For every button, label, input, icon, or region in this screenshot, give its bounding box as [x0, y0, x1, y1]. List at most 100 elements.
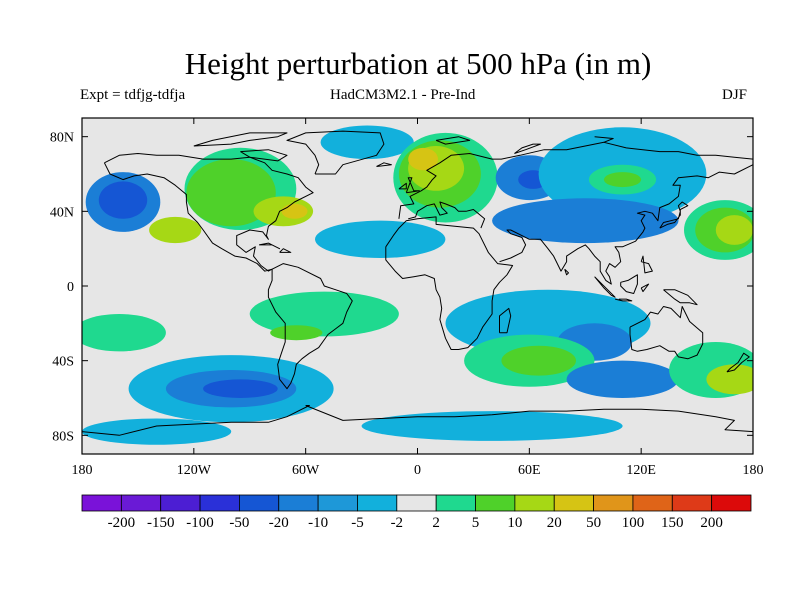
coastline-0	[103, 153, 314, 272]
coastline-14	[620, 274, 638, 294]
lon-tick-label-1: 120W	[177, 463, 212, 478]
coastline-17	[405, 177, 420, 194]
field-region-16	[603, 172, 642, 188]
coastline-10	[726, 352, 750, 373]
field-region-36	[82, 418, 232, 445]
coastline-15	[640, 283, 650, 293]
colorbar-label-3: -50	[229, 515, 249, 531]
lon-ticks: 180 120W 60W 0 60E 120E 180	[72, 118, 764, 478]
lon-tick-label-5: 120E	[626, 463, 656, 478]
coastline-11	[659, 201, 689, 229]
field-region-11	[408, 147, 438, 171]
coastline-13	[614, 298, 633, 302]
coastline-22	[279, 248, 292, 253]
lat-ticks: 80N 40N 0 40S 80S	[50, 131, 753, 444]
colorbar-label-1: -150	[147, 515, 175, 531]
colorbar-box-6	[317, 494, 358, 512]
colorbar-box-9	[435, 494, 476, 512]
colorbar-label-10: 10	[507, 515, 522, 531]
field-region-34	[706, 364, 753, 395]
lat-tick-label-1: 40N	[50, 205, 74, 220]
lon-tick-label-2: 60W	[292, 463, 320, 478]
field-region-1	[98, 181, 148, 219]
lat-tick-label-0: 80N	[50, 131, 74, 146]
lat-tick-label-2: 0	[67, 280, 74, 295]
colorbar-box-13	[593, 494, 634, 512]
field-region-29	[82, 314, 166, 352]
lon-tick-label-6: 180	[743, 463, 764, 478]
colorbar: -200 -150 -100 -50 -20 -10 -5 -2 2 5 10 20 50 100 150 2…	[81, 494, 752, 531]
coastline-1	[267, 263, 353, 390]
lon-tick-label-4: 60E	[518, 463, 541, 478]
coastline-2	[286, 130, 385, 175]
season-label: DJF	[722, 87, 748, 103]
lon-tick-label-3: 0	[414, 463, 421, 478]
coastlines	[82, 130, 753, 436]
coastline-6	[499, 164, 753, 285]
coastline-19	[376, 162, 392, 167]
colorbar-box-12	[553, 494, 594, 512]
coastline-27	[514, 143, 541, 154]
colorbar-label-0: -200	[108, 515, 136, 531]
colorbar-box-0	[81, 494, 122, 512]
coastline-4	[385, 216, 514, 350]
coastline-23	[240, 149, 288, 162]
colorbar-label-2: -100	[186, 515, 214, 531]
colorbar-label-5: -10	[308, 515, 328, 531]
experiment-label: Expt = tdfjg-tdfja	[80, 87, 186, 103]
lat-tick-label-3: 40S	[52, 355, 74, 370]
colorbar-box-2	[160, 494, 201, 512]
colorbar-label-4: -20	[269, 515, 289, 531]
coastline-20	[499, 307, 512, 334]
colorbar-label-12: 50	[586, 515, 601, 531]
colorbar-box-10	[475, 494, 516, 512]
colorbar-box-11	[514, 494, 555, 512]
coastline-16	[663, 289, 698, 306]
colorbar-box-1	[120, 494, 162, 512]
coastline-26	[435, 136, 471, 145]
field-region-35	[361, 411, 623, 441]
coastline-21	[259, 242, 281, 250]
field-region-17	[492, 198, 679, 244]
field-region-24	[249, 291, 399, 337]
height-field	[82, 125, 753, 445]
plot-title: Height perturbation at 500 hPa (in m)	[184, 46, 652, 81]
coastline-12	[594, 276, 616, 298]
coastline-5	[408, 201, 486, 229]
coastline-3	[398, 141, 753, 219]
field-region-7	[320, 125, 414, 160]
model-label: HadCM3M2.1 - Pre-Ind	[330, 87, 476, 103]
colorbar-box-15	[671, 494, 713, 512]
lat-tick-label-4: 80S	[52, 429, 74, 444]
colorbar-box-16	[711, 494, 752, 512]
colorbar-label-8: 2	[432, 515, 440, 531]
field-region-32	[566, 360, 679, 398]
colorbar-box-7	[357, 494, 398, 512]
coastline-25	[594, 136, 614, 143]
field-region-28	[203, 379, 278, 399]
field-region-21	[315, 220, 446, 258]
colorbar-label-14: 150	[661, 515, 684, 531]
lon-tick-label-0: 180	[72, 463, 93, 478]
colorbar-label-15: 200	[700, 515, 723, 531]
coastline-24	[193, 132, 288, 147]
coastline-8	[305, 405, 753, 433]
field-region-25	[270, 325, 323, 341]
coastline-9	[82, 405, 310, 436]
colorbar-label-6: -5	[351, 515, 364, 531]
colorbar-box-4	[239, 494, 280, 512]
colorbar-box-14	[632, 494, 673, 512]
coastline-18	[398, 182, 407, 190]
colorbar-box-5	[278, 494, 319, 512]
coastline-7	[629, 306, 704, 360]
field-region-20	[715, 215, 753, 245]
coastline-28	[640, 255, 653, 274]
field-region-5	[281, 203, 308, 219]
field-region-3	[186, 159, 276, 227]
colorbar-label-9: 5	[472, 515, 480, 531]
colorbar-label-7: -2	[391, 515, 404, 531]
colorbar-box-3	[199, 494, 240, 512]
field-region-6	[149, 216, 202, 244]
